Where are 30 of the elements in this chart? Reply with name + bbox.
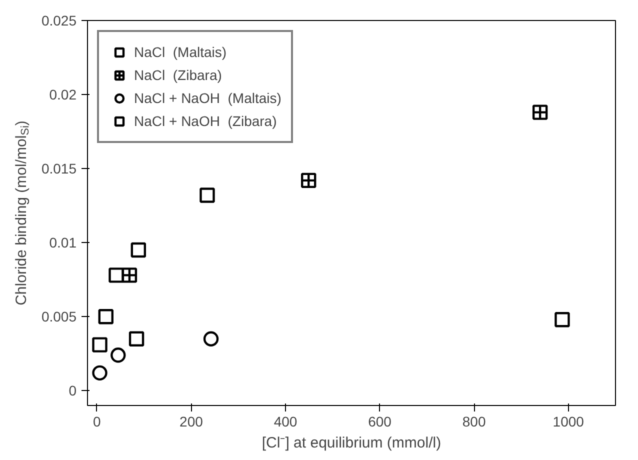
point [203, 331, 219, 346]
y-tick-label: 0.02 [49, 86, 77, 103]
point [130, 242, 146, 258]
legend-label: NaCl (Zibara) [134, 67, 222, 83]
legend-label: NaCl (Maltais) [134, 44, 227, 60]
x-tick-label: 1000 [552, 414, 584, 430]
y-tick-label: 0.01 [49, 234, 77, 251]
point [200, 188, 215, 203]
legend-label: NaCl + NaOH (Maltais) [134, 90, 282, 106]
point [92, 337, 108, 352]
point [110, 348, 126, 363]
legend-label: NaCl + NaOH (Zibara) [134, 113, 277, 129]
point [532, 104, 548, 120]
point [301, 172, 316, 188]
y-tick-label: 0 [68, 382, 77, 399]
point [98, 309, 114, 324]
x-axis-title: [Cl⁻] at equilibrium (mmol/l) [262, 434, 442, 452]
x-tick-label: 0 [93, 414, 102, 430]
x-tick-label: 800 [462, 414, 486, 430]
point [554, 312, 570, 328]
point [92, 365, 108, 381]
y-tick-label: 0.005 [41, 308, 77, 325]
x-tick-label: 400 [274, 414, 298, 430]
point [122, 268, 138, 283]
point [128, 331, 144, 346]
y-tick-label: 0.015 [41, 160, 77, 177]
x-tick-label: 600 [368, 414, 392, 430]
y-tick-label: 0.025 [41, 12, 77, 28]
y-axis-title: Chloride binding (mol/molSi) [13, 120, 32, 306]
x-tick-label: 200 [180, 414, 204, 430]
